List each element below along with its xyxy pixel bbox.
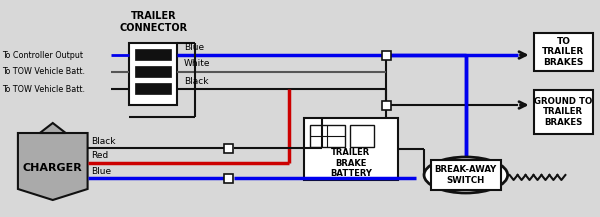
Text: To Controller Output: To Controller Output	[2, 51, 83, 59]
Bar	[533, 33, 593, 71]
Polygon shape	[40, 123, 65, 133]
Ellipse shape	[424, 157, 508, 193]
Text: GROUND TO
TRAILER
BRAKES: GROUND TO TRAILER BRAKES	[534, 97, 593, 127]
Text: To TOW Vehicle Batt.: To TOW Vehicle Batt.	[2, 67, 85, 77]
Bar	[350, 125, 374, 147]
Text: White: White	[184, 59, 211, 69]
Text: BREAK-AWAY
SWITCH: BREAK-AWAY SWITCH	[435, 165, 497, 185]
Text: TRAILER
BRAKE
BATTERY: TRAILER BRAKE BATTERY	[330, 148, 372, 178]
Bar	[382, 100, 391, 110]
Bar	[431, 160, 500, 190]
Text: Blue: Blue	[184, 43, 204, 51]
Text: TO
TRAILER
BRAKES: TO TRAILER BRAKES	[542, 37, 584, 67]
Text: Blue: Blue	[92, 166, 112, 176]
Text: CHARGER: CHARGER	[23, 163, 83, 173]
Bar	[310, 125, 346, 147]
Bar	[224, 174, 233, 182]
Bar	[304, 118, 398, 180]
Text: TRAILER
CONNECTOR: TRAILER CONNECTOR	[119, 11, 187, 33]
Bar	[224, 143, 233, 153]
Polygon shape	[18, 133, 88, 200]
Bar	[130, 43, 177, 105]
Text: Black: Black	[184, 77, 209, 85]
Text: To TOW Vehicle Batt.: To TOW Vehicle Batt.	[2, 84, 85, 94]
Bar	[136, 83, 171, 94]
Bar	[136, 49, 171, 60]
Text: Red: Red	[92, 151, 109, 161]
Text: Black: Black	[92, 136, 116, 146]
Bar	[136, 66, 171, 77]
Bar	[533, 90, 593, 134]
Bar	[382, 51, 391, 59]
